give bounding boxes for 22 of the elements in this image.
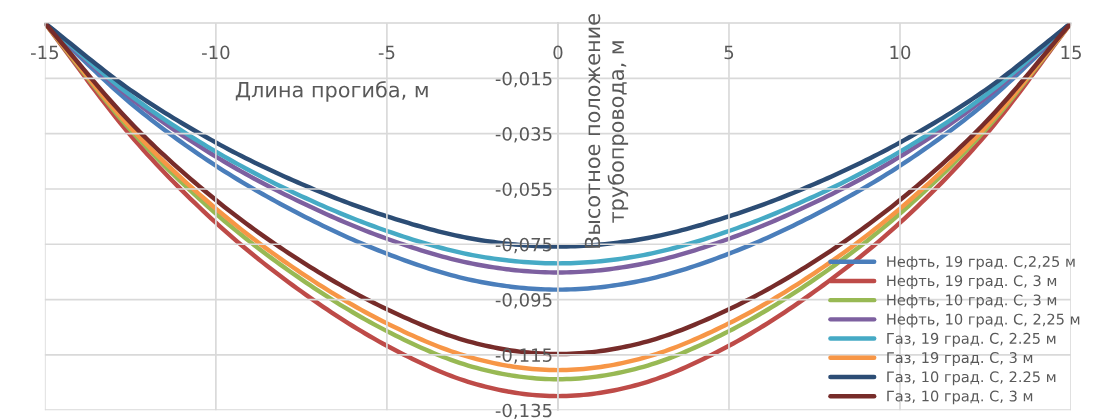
legend-label: Нефть, 10 град. С, 3 м bbox=[887, 294, 1057, 309]
legend-label: Газ, 19 град. С, 3 м bbox=[887, 352, 1033, 366]
y-tick-label: -0,015 bbox=[495, 71, 552, 88]
x-tick-label: -5 bbox=[378, 45, 395, 60]
y-tick-label: -0,035 bbox=[495, 127, 552, 143]
x-axis-title: Длина прогиба, м bbox=[235, 81, 428, 102]
legend-label: Газ, 19 град. С, 2.25 м bbox=[887, 332, 1056, 347]
legend-label: Газ, 10 град. С, 2.25 м bbox=[887, 371, 1056, 386]
y-tick-label: -0,135 bbox=[495, 403, 552, 419]
y-tick-label: -0,055 bbox=[495, 182, 552, 198]
x-tick-label: -10 bbox=[202, 45, 230, 60]
x-tick-label: 15 bbox=[1061, 45, 1081, 60]
legend-label: Нефть, 10 град. С, 2,25 м bbox=[887, 313, 1080, 328]
y-tick-label: -0,095 bbox=[495, 293, 552, 309]
x-tick-label: 10 bbox=[890, 45, 911, 60]
x-tick-label: 0 bbox=[553, 45, 563, 60]
legend-label: Газ, 10 град. С, 3 м bbox=[887, 390, 1033, 405]
legend-label: Нефть, 19 град. С,2,25 м bbox=[887, 255, 1075, 270]
x-tick-label: 5 bbox=[724, 45, 734, 60]
legend-label: Нефть, 19 град. С, 3 м bbox=[887, 275, 1057, 290]
x-tick-label: -15 bbox=[30, 45, 59, 60]
y-axis-title: Высотное положение трубопровода, м bbox=[584, 14, 629, 248]
